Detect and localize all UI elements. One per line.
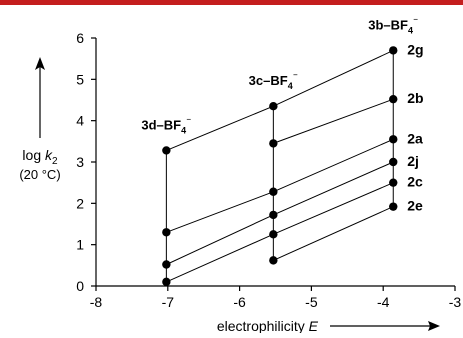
data-point-2j [162,260,171,269]
y-axis-label-condition: (20 °C) [19,167,60,182]
chart-labels: 2g 2b 2a 2j 2c 2e [407,41,423,213]
x-tick-label: -6 [233,294,246,310]
x-tick-label: -4 [377,294,390,310]
data-point-2j [389,157,398,167]
data-point-2c [162,277,171,287]
y-axis-label: log k2 [22,147,58,167]
series-line-2e [273,206,394,261]
y-tick-label: 4 [76,113,84,129]
x-tick-label: -3 [449,294,462,310]
data-point-2b [389,94,398,104]
series-line-2j [166,161,394,265]
series-label-2c: 2c [407,174,423,190]
axes: 0 1 2 3 4 5 6 -8 -7 -6 -5 -4 -3 electrophilicity E log… [19,30,462,334]
series-label-2b: 2b [407,90,423,106]
series-line-2b [273,98,394,144]
x-axis-arrowhead [428,321,440,331]
data-point-2j [269,210,278,220]
x-tick-label: -5 [305,294,318,310]
electrophile-lines: 3d–BF4⁻ 3c–BF4⁻ 3b–BF4⁻ [141,16,418,282]
data-point-2e [389,202,398,211]
data-point-2g [269,102,278,111]
x-tick-label: -7 [162,294,175,310]
electrophile-label: 3b–BF4⁻ [368,16,418,35]
data-point-2g [389,46,398,55]
y-tick-label: 1 [76,237,84,253]
data-point-2g [162,146,171,155]
data-point-2a [389,135,398,144]
data-point-2c [269,230,278,239]
series-label-2j: 2j [407,153,419,169]
y-tick-label: 5 [76,71,84,87]
data-point-2c [389,178,398,187]
series-line-2c [166,182,394,283]
series-line-2a [166,138,394,233]
y-axis-arrowhead [35,57,45,70]
y-tick-label: 3 [76,154,84,170]
y-tick-label: 0 [76,278,84,294]
electrophile-label: 3d–BF4⁻ [141,116,191,135]
x-axis-label: electrophilicity E [217,318,319,333]
data-point-2a [162,228,171,237]
series-label-2e: 2e [407,198,423,214]
header-bar [0,0,463,5]
data-point-2e [269,256,278,265]
x-tick-label: -8 [90,294,103,310]
series-label-2a: 2a [407,130,423,146]
series-line-2g [166,49,394,151]
y-tick-label: 2 [76,195,84,211]
electrophile-label: 3c–BF4⁻ [249,72,298,91]
y-tick-label: 6 [76,30,84,46]
data-point-2a [269,187,278,196]
series-label-2g: 2g [407,41,423,57]
data-points [162,46,398,287]
data-point-2b [269,139,278,148]
